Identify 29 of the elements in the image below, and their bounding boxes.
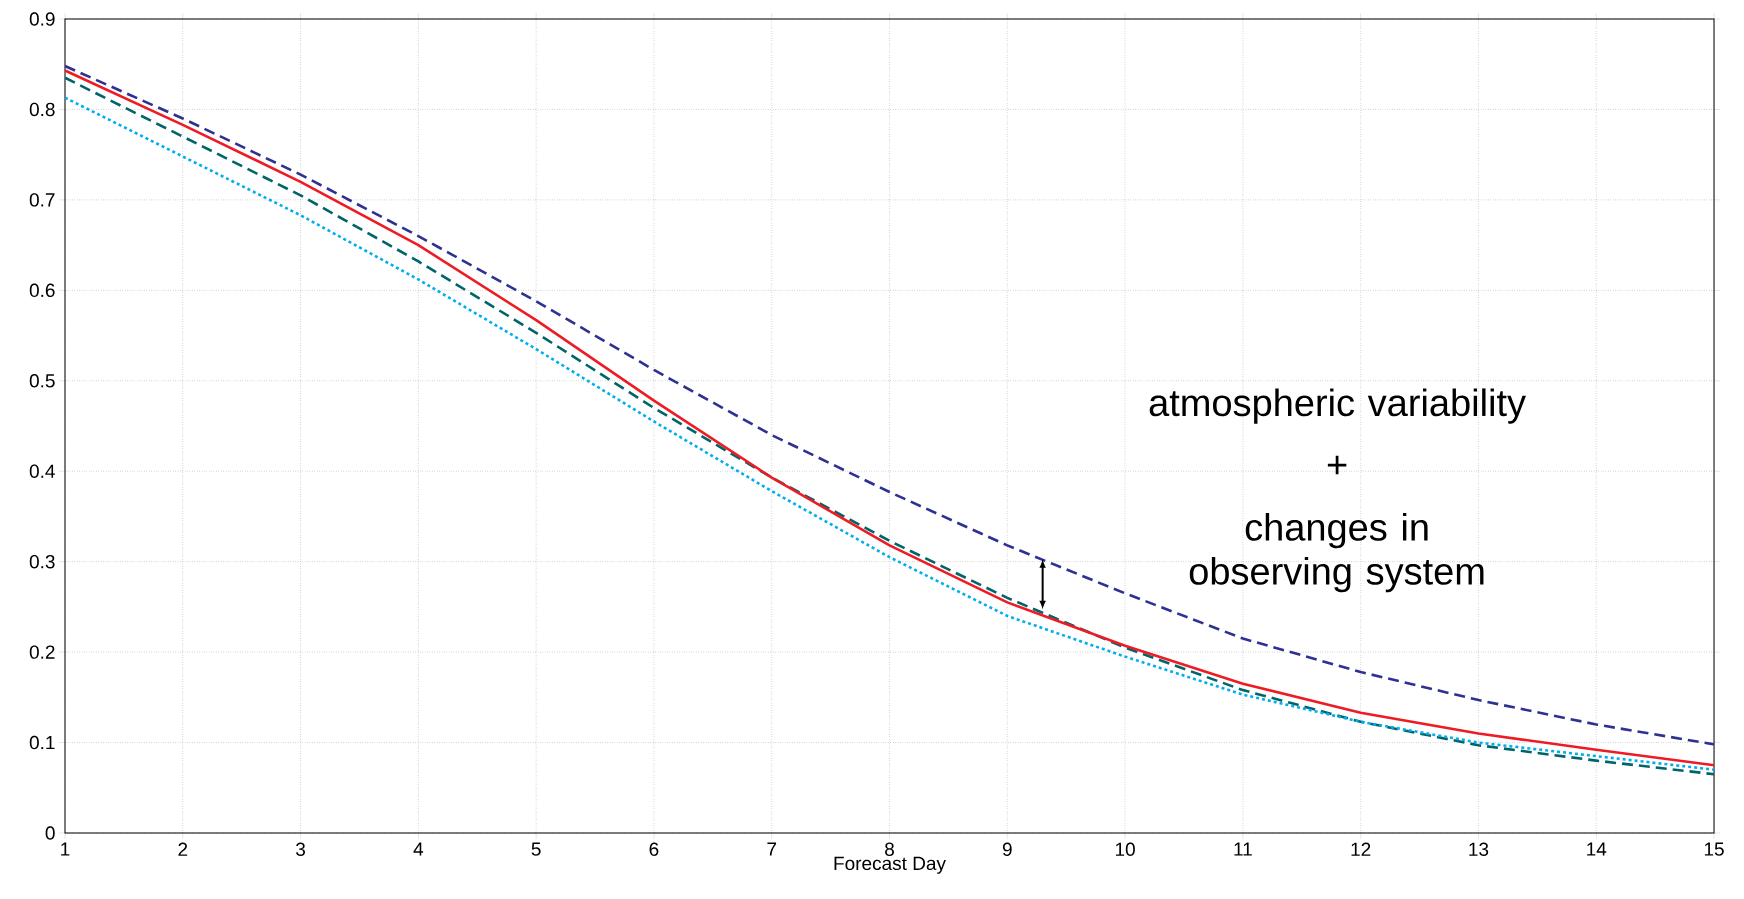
x-axis-title: Forecast Day	[834, 856, 946, 874]
x-tick-label: 9	[1002, 842, 1012, 856]
x-tick-label: 10	[1115, 842, 1135, 856]
x-tick-label: 2	[178, 842, 188, 856]
y-tick-label: 0.3	[29, 554, 55, 569]
x-tick-label: 11	[1234, 842, 1252, 856]
x-tick-label: 8	[885, 842, 894, 856]
x-tick-label: 15	[1704, 842, 1724, 856]
y-tick-label: 0.1	[29, 735, 55, 750]
annotation: changes in observing system	[1189, 512, 1484, 593]
y-tick-label: 0.6	[29, 283, 55, 298]
y-tick-label: 0.4	[29, 464, 55, 478]
y-tick-label: 0.7	[29, 193, 55, 207]
x-tick-label: 4	[413, 842, 424, 856]
x-tick-label: 13	[1469, 842, 1489, 856]
x-tick-label: 14	[1587, 842, 1607, 856]
x-tick-label: 7	[767, 842, 777, 856]
y-tick-label: 0.2	[29, 645, 55, 659]
x-tick-label: 3	[296, 842, 306, 856]
annotation: +	[1327, 455, 1347, 475]
y-tick-label: 0.8	[29, 102, 55, 117]
y-tick-label: 0.9	[29, 12, 55, 26]
annotation: atmospheric variability	[1149, 388, 1526, 424]
x-tick-label: 12	[1351, 842, 1371, 856]
x-tick-label: 1	[61, 842, 70, 856]
y-tick-label: 0.5	[29, 374, 55, 388]
x-tick-label: 5	[531, 842, 541, 856]
x-tick-label: 6	[649, 842, 659, 856]
y-tick-label: 0	[45, 826, 55, 840]
